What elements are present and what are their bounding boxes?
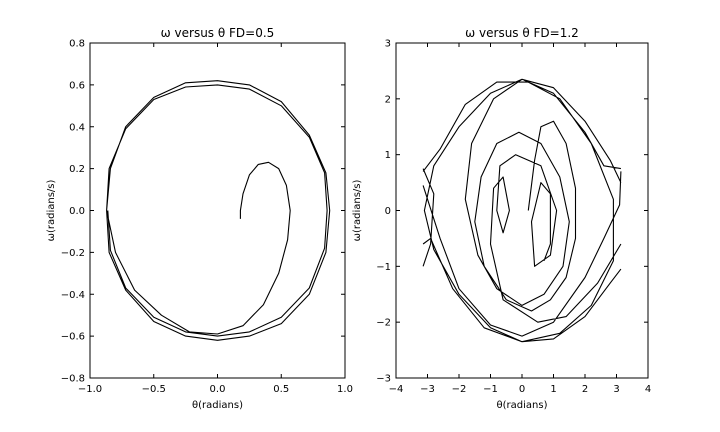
x-tick-label: −1.0 (78, 384, 102, 395)
y-axis-label: ω(radians/s) (352, 180, 363, 242)
y-tick-label: 0.2 (69, 164, 85, 175)
y-tick-label: 1 (385, 150, 391, 161)
y-tick-label: −3 (376, 374, 391, 385)
series-line-0 (106, 80, 331, 341)
y-tick-label: 0.6 (69, 80, 85, 91)
x-tick-label: 0.0 (210, 384, 226, 395)
x-tick-label: −2 (452, 384, 467, 395)
y-tick-label: 0 (385, 206, 391, 217)
y-tick-label: −0.8 (61, 374, 85, 385)
y-tick-label: −2 (376, 318, 391, 329)
left-axes: −1.0 −0.5 0.0 0.5 1.0 −0.8 −0.6 −0.4 −0.2 0.0 0.2 0… (46, 26, 353, 411)
x-tick-label: 2 (582, 384, 588, 395)
y-tick-label: −0.2 (61, 248, 85, 259)
y-tick-label: 0.8 (69, 39, 85, 50)
x-tick-label: 4 (645, 384, 651, 395)
y-tick-label: 3 (385, 39, 391, 50)
y-tick-label: −0.6 (61, 332, 85, 343)
x-tick-label: −1 (483, 384, 498, 395)
y-tick-label: 2 (385, 94, 391, 105)
y-tick-label: 0.0 (69, 206, 85, 217)
x-tick-label: 0.5 (273, 384, 289, 395)
axes-frame (395, 42, 649, 379)
x-tick-label: 0 (519, 384, 525, 395)
x-axis-label: θ(radians) (497, 400, 548, 411)
x-tick-label: 3 (613, 384, 619, 395)
y-tick-label: −1 (376, 262, 391, 273)
series-line-0 (422, 78, 622, 343)
x-tick-label: −0.5 (142, 384, 166, 395)
chart-title: ω versus θ FD=1.2 (465, 26, 579, 40)
chart-title: ω versus θ FD=0.5 (161, 26, 275, 40)
x-tick-label: −4 (389, 384, 404, 395)
y-tick-label: 0.4 (69, 122, 85, 133)
x-tick-label: −3 (420, 384, 435, 395)
x-tick-label: 1 (550, 384, 556, 395)
y-tick-label: −0.4 (61, 290, 85, 301)
y-axis-label: ω(radians/s) (46, 180, 57, 242)
axes-frame (89, 42, 346, 379)
x-axis-label: θ(radians) (192, 400, 243, 411)
x-tick-label: 1.0 (337, 384, 353, 395)
